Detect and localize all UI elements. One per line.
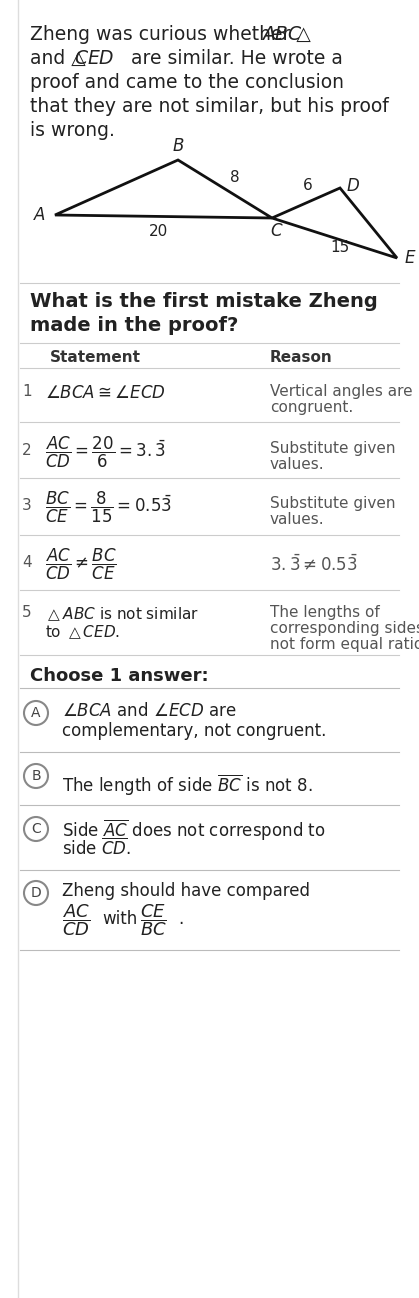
Text: 15: 15 — [330, 240, 349, 256]
Text: $\dfrac{\mathit{CE}}{\mathit{BC}}$: $\dfrac{\mathit{CE}}{\mathit{BC}}$ — [140, 902, 167, 937]
Text: complementary, not congruent.: complementary, not congruent. — [62, 722, 326, 740]
Text: Side $\overline{\mathit{AC}}$ does not correspond to: Side $\overline{\mathit{AC}}$ does not c… — [62, 818, 326, 844]
Text: Reason: Reason — [270, 350, 333, 365]
Text: not form equal ratios.: not form equal ratios. — [270, 637, 419, 652]
Text: A: A — [31, 706, 41, 720]
Text: C: C — [31, 822, 41, 836]
Text: Zheng was curious whether △: Zheng was curious whether △ — [30, 25, 311, 44]
Text: is wrong.: is wrong. — [30, 121, 115, 140]
Text: and △: and △ — [30, 49, 85, 67]
Text: values.: values. — [270, 511, 325, 527]
Text: $\mathit{CED}$: $\mathit{CED}$ — [74, 49, 114, 67]
Text: 5: 5 — [22, 605, 31, 620]
Text: are similar. He wrote a: are similar. He wrote a — [125, 49, 343, 67]
Text: $\dfrac{\mathit{AC}}{\mathit{CD}}$: $\dfrac{\mathit{AC}}{\mathit{CD}}$ — [62, 902, 91, 937]
Text: $\mathit{A}$: $\mathit{A}$ — [34, 206, 47, 225]
Text: with: with — [102, 910, 137, 928]
Text: 2: 2 — [22, 443, 31, 458]
Text: .: . — [178, 910, 183, 928]
Text: $\mathit{B}$: $\mathit{B}$ — [172, 138, 184, 154]
Text: The length of side $\overline{\mathit{BC}}$ is not 8.: The length of side $\overline{\mathit{BC… — [62, 774, 313, 798]
Text: $\dfrac{\mathit{AC}}{\mathit{CD}} = \dfrac{20}{6} = 3.\bar{3}$: $\dfrac{\mathit{AC}}{\mathit{CD}} = \dfr… — [45, 435, 166, 470]
Text: side $\overline{\mathit{CD}}$.: side $\overline{\mathit{CD}}$. — [62, 839, 131, 859]
Text: B: B — [31, 768, 41, 783]
Text: Choose 1 answer:: Choose 1 answer: — [30, 667, 209, 685]
Text: Substitute given: Substitute given — [270, 441, 396, 456]
Text: What is the first mistake Zheng: What is the first mistake Zheng — [30, 292, 378, 312]
Text: Substitute given: Substitute given — [270, 496, 396, 511]
Text: to $\triangle\mathit{CED}$.: to $\triangle\mathit{CED}$. — [45, 623, 120, 641]
Text: 3: 3 — [22, 498, 32, 513]
Text: values.: values. — [270, 457, 325, 472]
Text: $3.\bar{3} \neq 0.5\bar{3}$: $3.\bar{3} \neq 0.5\bar{3}$ — [270, 556, 358, 575]
Text: congruent.: congruent. — [270, 400, 353, 415]
Text: 8: 8 — [230, 170, 240, 186]
Text: $\dfrac{\mathit{AC}}{\mathit{CD}} \neq \dfrac{\mathit{BC}}{\mathit{CE}}$: $\dfrac{\mathit{AC}}{\mathit{CD}} \neq \… — [45, 546, 117, 583]
Text: $\mathit{D}$: $\mathit{D}$ — [346, 177, 360, 195]
Text: made in the proof?: made in the proof? — [30, 315, 238, 335]
Text: Statement: Statement — [50, 350, 141, 365]
Text: $\mathit{E}$: $\mathit{E}$ — [404, 249, 416, 267]
Text: 4: 4 — [22, 556, 31, 570]
Text: Zheng should have compared: Zheng should have compared — [62, 883, 310, 900]
Text: $\dfrac{\mathit{BC}}{\mathit{CE}} = \dfrac{8}{15} = 0.5\bar{3}$: $\dfrac{\mathit{BC}}{\mathit{CE}} = \dfr… — [45, 491, 172, 526]
Text: $\triangle\mathit{ABC}$ is not similar: $\triangle\mathit{ABC}$ is not similar — [45, 605, 199, 623]
Text: $\angle\mathit{BCA}$ and $\angle\mathit{ECD}$ are: $\angle\mathit{BCA}$ and $\angle\mathit{… — [62, 702, 237, 720]
Text: 1: 1 — [22, 384, 31, 398]
Text: Vertical angles are: Vertical angles are — [270, 384, 413, 398]
Text: 20: 20 — [148, 225, 168, 240]
Text: $\mathit{C}$: $\mathit{C}$ — [270, 222, 284, 240]
Text: $\mathit{ABC}$: $\mathit{ABC}$ — [261, 25, 303, 44]
Text: $\angle\mathit{BCA} \cong \angle\mathit{ECD}$: $\angle\mathit{BCA} \cong \angle\mathit{… — [45, 384, 166, 402]
Text: corresponding sides do: corresponding sides do — [270, 620, 419, 636]
Text: 6: 6 — [303, 178, 313, 192]
Text: D: D — [31, 887, 41, 900]
Text: proof and came to the conclusion: proof and came to the conclusion — [30, 73, 344, 92]
Text: that they are not similar, but his proof: that they are not similar, but his proof — [30, 97, 389, 116]
Text: The lengths of: The lengths of — [270, 605, 380, 620]
